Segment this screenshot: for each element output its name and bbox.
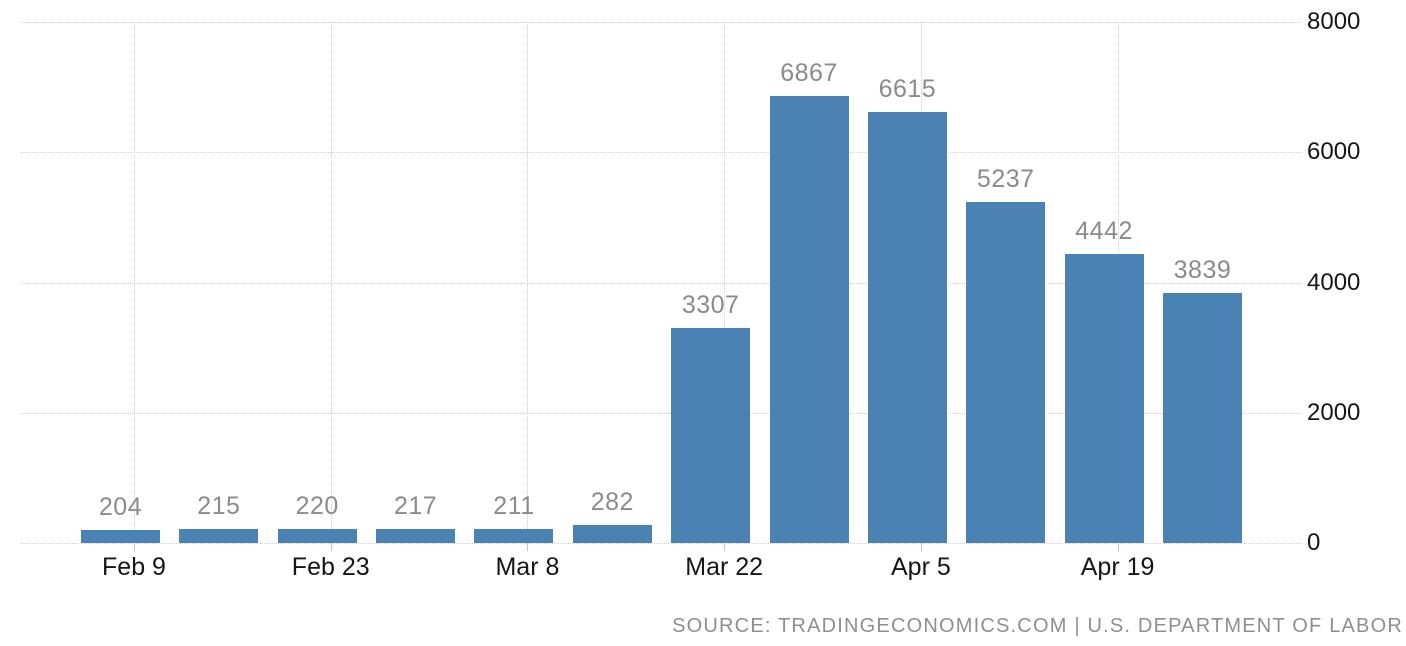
gridline <box>724 22 726 543</box>
source-note: SOURCE: TRADINGECONOMICS.COM | U.S. DEPA… <box>672 615 1403 637</box>
bar <box>966 201 1046 543</box>
bar-value-label: 220 <box>295 491 339 520</box>
y-tick-label: 6000 <box>1307 138 1361 166</box>
bar-value-label: 3839 <box>1173 255 1232 284</box>
bar <box>867 112 947 543</box>
bar <box>769 95 849 543</box>
bar-value-label: 282 <box>590 487 634 516</box>
x-tick-label: Apr 19 <box>1080 553 1155 581</box>
y-tick-label: 8000 <box>1307 8 1361 35</box>
bar <box>1162 292 1242 543</box>
x-tick-mark <box>527 543 529 551</box>
bar-value-label: 4442 <box>1075 216 1133 245</box>
bar <box>572 524 652 543</box>
x-tick-label: Apr 5 <box>890 553 951 581</box>
bar <box>376 528 456 543</box>
bar-value-label: 204 <box>98 492 143 521</box>
x-tick-label: Feb 23 <box>291 553 370 581</box>
gridline <box>21 22 1301 23</box>
x-tick-label: Mar 22 <box>685 553 764 581</box>
bar <box>474 529 554 543</box>
gridline <box>527 22 529 543</box>
gridline <box>21 412 1301 414</box>
bar <box>1064 253 1144 543</box>
y-tick-label: 0 <box>1307 529 1321 556</box>
y-tick-label: 4000 <box>1307 268 1361 296</box>
x-tick-mark <box>724 543 726 551</box>
x-tick-label: Mar 8 <box>495 553 560 581</box>
x-tick-mark <box>920 543 922 551</box>
x-tick-mark <box>330 543 332 551</box>
gridline <box>21 152 1301 154</box>
bar <box>277 528 357 543</box>
gridline <box>134 22 135 543</box>
bar <box>179 528 259 543</box>
bar-value-label: 211 <box>493 492 535 521</box>
bar-value-label: 6615 <box>878 75 937 104</box>
x-tick-label: Feb 9 <box>102 553 166 581</box>
gridline <box>21 543 1301 544</box>
bar <box>671 327 751 543</box>
gridline <box>330 22 332 543</box>
bar-value-label: 6867 <box>780 58 838 87</box>
gridline <box>21 282 1301 284</box>
bar-value-label: 3307 <box>681 290 740 319</box>
x-tick-mark <box>1117 543 1119 551</box>
bar-value-label: 5237 <box>976 164 1035 193</box>
x-tick-mark <box>134 543 135 551</box>
bar-value-label: 217 <box>393 491 438 520</box>
bar-value-label: 215 <box>197 491 241 520</box>
y-tick-label: 2000 <box>1307 398 1361 426</box>
bar <box>81 529 160 543</box>
